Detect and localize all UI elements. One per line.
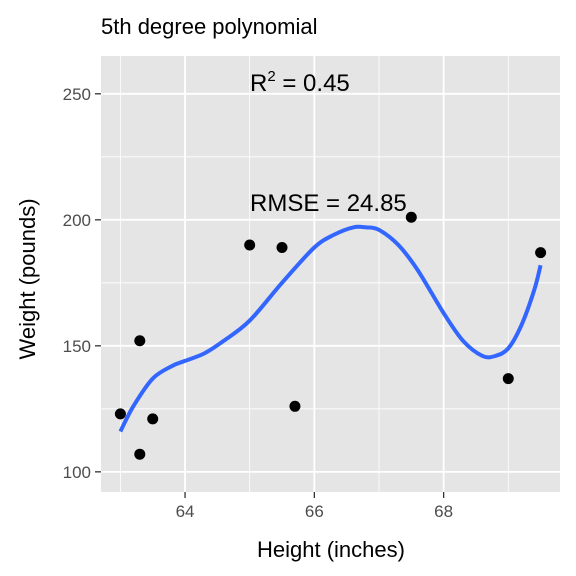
major-gridlines (101, 56, 560, 492)
y-axis: 100 150 200 250 (63, 85, 101, 482)
data-point (147, 413, 159, 425)
y-tick-label: 200 (63, 211, 91, 230)
x-tick-label: 64 (176, 502, 195, 521)
y-tick-label: 150 (63, 337, 91, 356)
chart-title: 5th degree polynomial (101, 14, 317, 39)
x-axis-title: Height (inches) (257, 537, 405, 562)
rmse-annotation: RMSE = 24.85 (250, 190, 407, 217)
data-point (502, 373, 514, 385)
annotations: R2 = 0.45 RMSE = 24.85 (250, 68, 407, 217)
data-point (114, 408, 126, 420)
data-point (134, 335, 146, 347)
plot-panel (101, 56, 560, 492)
x-tick-label: 66 (305, 502, 324, 521)
minor-gridlines (101, 56, 560, 492)
data-point (289, 400, 301, 412)
data-point (405, 211, 417, 223)
y-tick-label: 100 (63, 463, 91, 482)
y-tick-label: 250 (63, 85, 91, 104)
x-tick-label: 68 (434, 502, 453, 521)
fit-curve-layer (118, 224, 543, 433)
fit-curve-line (118, 224, 543, 433)
y-axis-title: Weight (pounds) (15, 198, 40, 359)
x-axis: 64 66 68 (176, 492, 453, 521)
points-layer (114, 211, 547, 460)
data-point (244, 239, 256, 251)
data-point (134, 448, 146, 460)
data-point (535, 247, 547, 259)
r-squared-annotation: R2 = 0.45 (250, 68, 350, 97)
data-point (276, 242, 288, 254)
